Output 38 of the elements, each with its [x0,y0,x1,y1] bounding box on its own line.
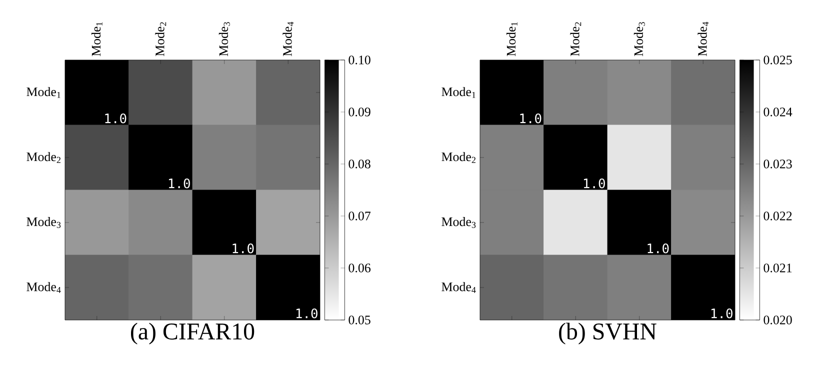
y-tick-label: Mode$_{3}$ [442,217,476,228]
text: (b) SVHN [559,322,656,344]
data-label: 1.0 [232,244,254,254]
data-label: 1.0 [520,114,542,124]
color-bar-label: 0.10 [348,56,370,64]
x-tick-label: Mode$_{4}$ [698,22,709,56]
x-tick-label: Mode$_{3}$ [218,22,230,56]
y-tick-label: Mode$_{3}$ [26,217,61,228]
color-bar-label: 0.022 [764,212,792,220]
x-tick-label: Mode$_{1}$ [506,22,518,56]
color-bar-label: 0.05 [348,316,370,324]
x-tick-label: Mode$_{4}$ [282,22,294,56]
color-bar-label: 0.024 [764,108,792,116]
data-label: 1.0 [584,178,605,188]
color-bar-label: 0.09 [348,108,370,116]
y-tick-label: Mode$_{4}$ [26,282,61,293]
y-tick-label: Mode$_{1}$ [442,87,476,98]
color-bar-label: 0.07 [348,212,371,220]
data-label: 1.0 [168,178,190,188]
text: (a) CIFAR10 [131,322,254,344]
y-tick-label: Mode$_{2}$ [442,152,476,163]
color-bar-label: 0.06 [348,264,371,272]
x-tick-label: Mode$_{3}$ [634,22,645,56]
data-label: 1.0 [711,308,732,318]
y-tick-label: Mode$_{2}$ [26,152,60,163]
x-tick-label: Mode$_{2}$ [155,22,166,56]
x-tick-label: Mode$_{1}$ [91,22,102,56]
data-label: 1.0 [296,308,318,318]
data-label: 1.0 [648,244,669,254]
color-bar-label: 0.020 [764,316,792,324]
color-bar-label: 0.021 [764,264,792,272]
x-tick-label: Mode$_{2}$ [570,22,582,56]
data-label: 1.0 [105,114,126,124]
color-bar-label: 0.025 [764,56,792,64]
color-bar-label: 0.023 [764,160,792,168]
y-tick-label: Mode$_{4}$ [442,282,476,293]
color-bar-label: 0.08 [348,160,370,168]
y-tick-label: Mode$_{1}$ [26,87,60,98]
